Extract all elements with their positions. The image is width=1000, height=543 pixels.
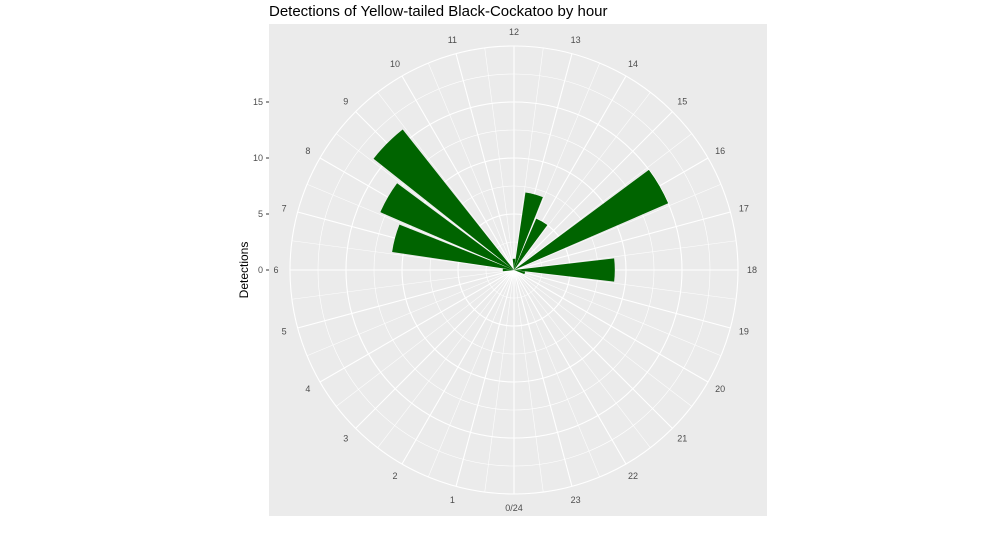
x-tick-labels: 0/24123456789101112131415161718192021222… (273, 27, 757, 513)
x-tick-label: 3 (343, 433, 348, 443)
x-tick-label: 19 (739, 327, 749, 337)
x-tick-label: 20 (715, 384, 725, 394)
minor-ring (373, 129, 655, 411)
y-tick-label: 10 (253, 153, 263, 163)
major-ring (345, 101, 683, 439)
bar-hour-18 (514, 258, 615, 282)
bar-hour-14 (514, 218, 548, 270)
major-ring (289, 45, 739, 495)
x-tick-label: 17 (739, 203, 749, 213)
x-tick-label: 8 (305, 146, 310, 156)
x-tick-label: 9 (343, 97, 348, 107)
x-tick-label: 23 (571, 495, 581, 505)
x-tick-label: 5 (282, 327, 287, 337)
x-tick-label: 10 (390, 59, 400, 69)
x-tick-label: 16 (715, 146, 725, 156)
minor-ring (317, 73, 711, 467)
y-axis-label: Detections (237, 242, 251, 299)
bar-hour-6 (502, 268, 514, 272)
y-tick-label: 0 (258, 265, 263, 275)
bar-layer (373, 129, 669, 282)
x-tick-label: 18 (747, 265, 757, 275)
bar-hour-19 (514, 270, 526, 275)
bar-hour-12 (512, 258, 516, 270)
bar-hour-7 (392, 224, 514, 270)
x-tick-label: 1 (450, 495, 455, 505)
major-ring (401, 157, 627, 383)
x-tick-label: 14 (628, 59, 638, 69)
x-tick-label: 22 (628, 471, 638, 481)
x-tick-label: 12 (509, 27, 519, 37)
bar-hour-13 (514, 192, 543, 270)
bar-hour-9 (373, 129, 514, 270)
bar-hour-16 (514, 169, 669, 270)
x-tick-label: 13 (571, 35, 581, 45)
x-tick-label: 4 (305, 384, 310, 394)
y-tick-label: 5 (258, 209, 263, 219)
y-axis: 0 5 10 15 (253, 97, 269, 275)
x-tick-label: 21 (677, 433, 687, 443)
chart-title: Detections of Yellow-tailed Black-Cockat… (269, 3, 608, 20)
x-tick-label: 11 (448, 35, 457, 45)
y-tick-label: 15 (253, 97, 263, 107)
x-tick-label: 6 (273, 265, 278, 275)
x-tick-label: 7 (282, 203, 287, 213)
x-tick-label: 2 (392, 471, 397, 481)
x-tick-label: 15 (677, 97, 687, 107)
x-tick-label: 0/24 (505, 503, 523, 513)
bar-hour-8 (380, 183, 514, 270)
